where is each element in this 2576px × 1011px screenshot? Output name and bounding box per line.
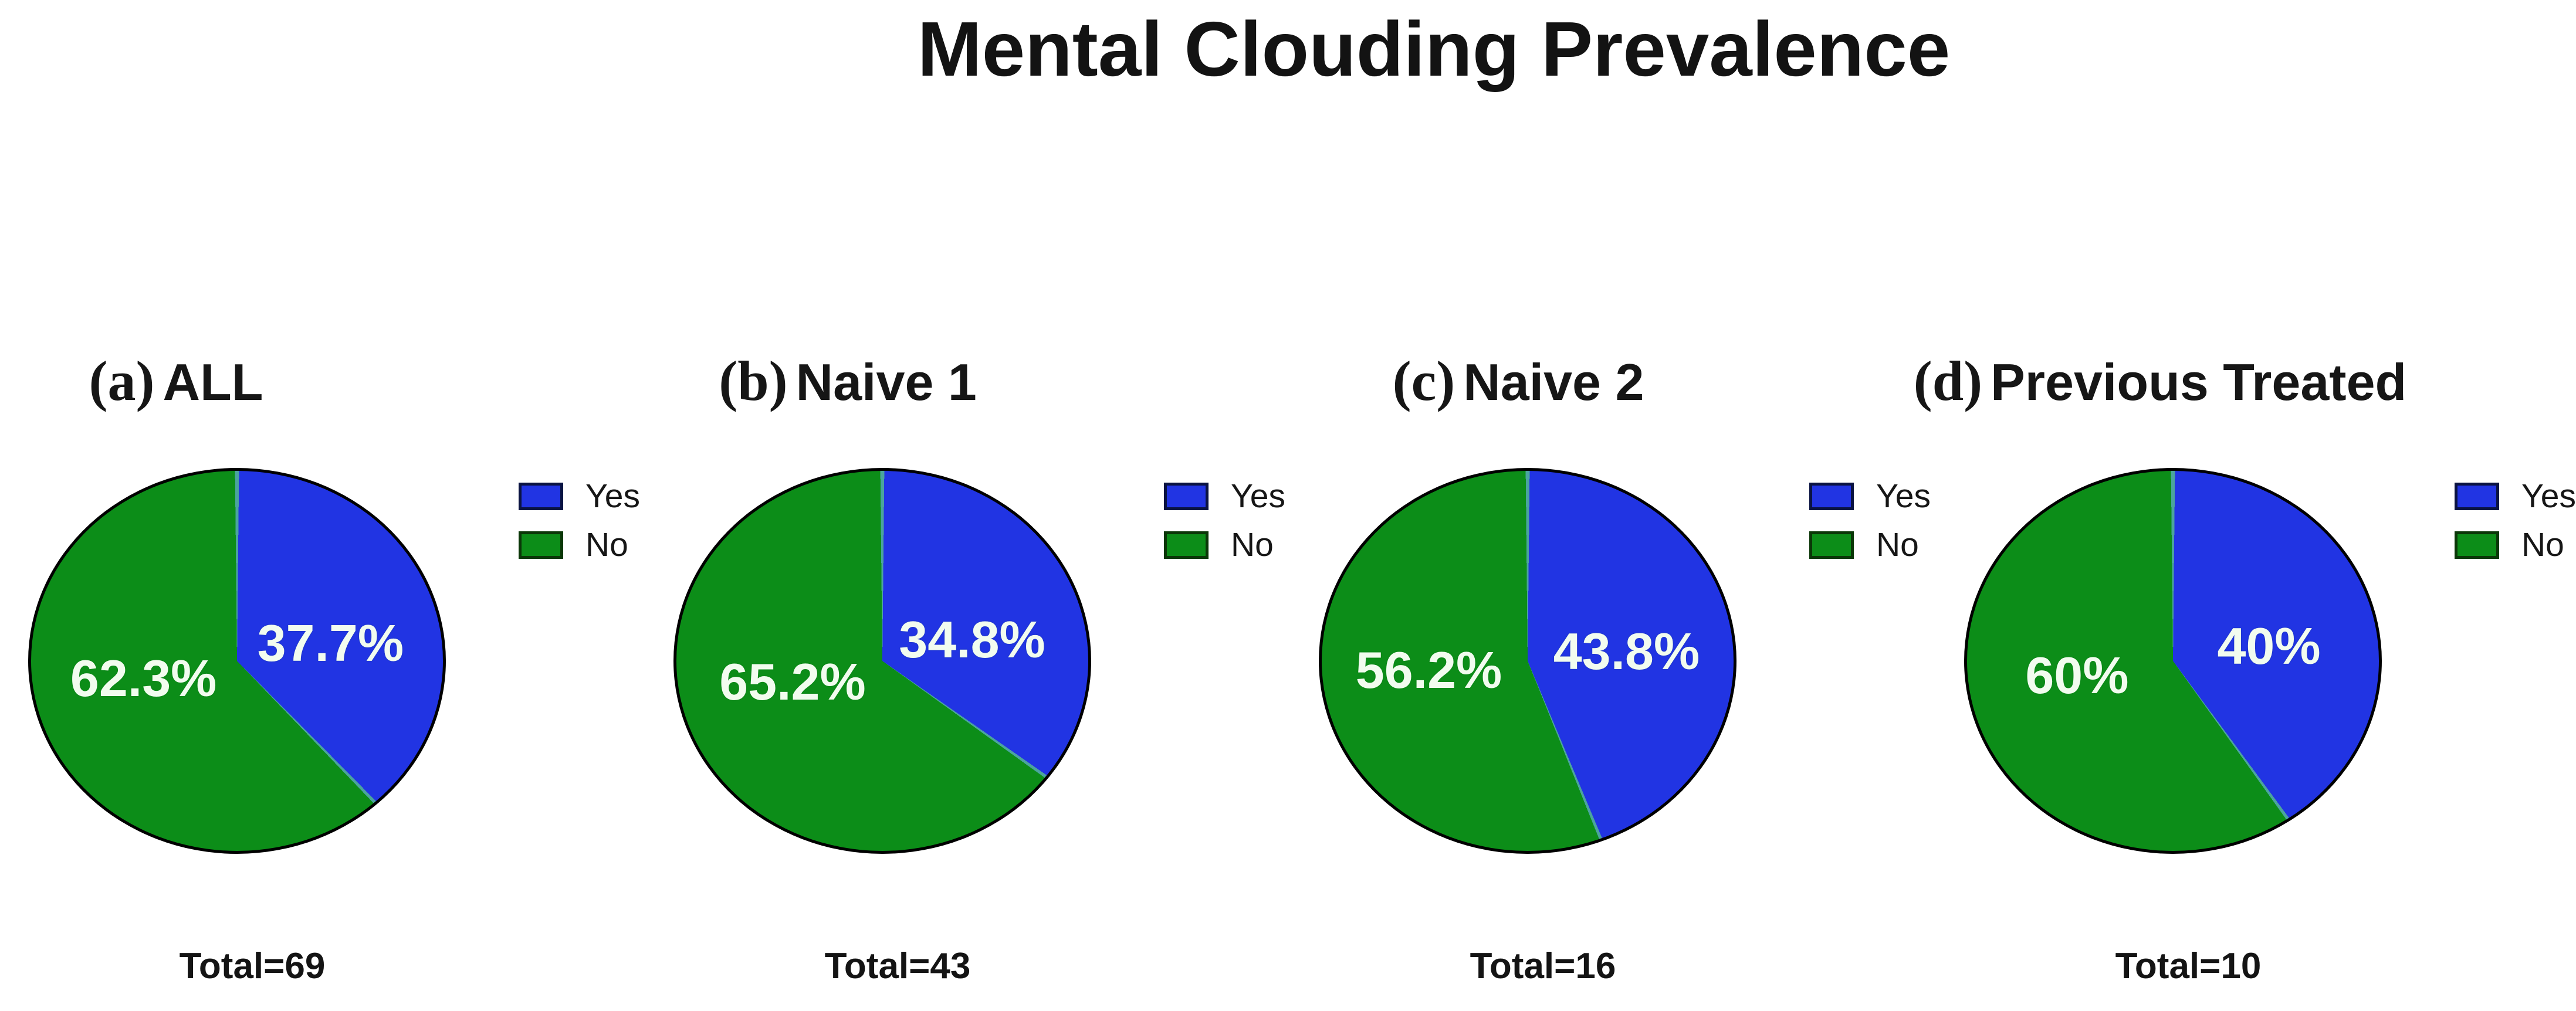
panel-title: (a) ALL	[89, 347, 263, 415]
legend-item-no: No	[1809, 528, 1931, 562]
legend: Yes No	[2455, 480, 2576, 562]
legend-item-no: No	[2455, 528, 2576, 562]
slice-label-yes: 37.7%	[257, 614, 404, 673]
legend: Yes No	[519, 480, 640, 562]
legend-item-no: No	[1164, 528, 1285, 562]
panel-naive-2: (c) Naive 2 43.8% 56.2% Yes No Total=16	[1291, 0, 1936, 1011]
panel-name: ALL	[163, 353, 263, 411]
legend-swatch-no-icon	[519, 531, 563, 559]
panel-letter: (d)	[1913, 350, 1983, 412]
legend-swatch-yes-icon	[2455, 483, 2499, 510]
legend-item-yes: Yes	[1809, 480, 1931, 513]
slice-label-no: 60%	[2025, 646, 2129, 704]
legend-swatch-no-icon	[1164, 531, 1209, 559]
legend-swatch-yes-icon	[519, 483, 563, 510]
slice-label-no: 56.2%	[1355, 640, 1502, 699]
legend-label-yes: Yes	[1876, 477, 1931, 515]
legend-item-no: No	[519, 528, 640, 562]
legend-item-yes: Yes	[519, 480, 640, 513]
legend-label-yes: Yes	[1231, 477, 1285, 515]
legend-swatch-no-icon	[2455, 531, 2499, 559]
pie-chart: 43.8% 56.2%	[1319, 468, 1736, 854]
legend-label-no: No	[1876, 526, 1919, 564]
slice-label-yes: 43.8%	[1553, 622, 1700, 681]
total-label: Total=16	[1470, 946, 1616, 986]
legend-label-no: No	[585, 526, 628, 564]
slice-label-no: 65.2%	[719, 653, 866, 711]
panel-name: Naive 2	[1463, 353, 1644, 411]
panel-naive-1: (b) Naive 1 34.8% 65.2% Yes No Total=43	[645, 0, 1291, 1011]
legend-label-yes: Yes	[2521, 477, 2576, 515]
total-label: Total=10	[2115, 946, 2262, 986]
legend: Yes No	[1809, 480, 1931, 562]
panel-title: (c) Naive 2	[1393, 347, 1644, 415]
panel-name: Naive 1	[796, 353, 977, 411]
figure-title: Mental Clouding Prevalence	[917, 6, 1951, 92]
total-label: Total=69	[179, 946, 326, 986]
legend: Yes No	[1164, 480, 1285, 562]
pie-chart: 34.8% 65.2%	[673, 468, 1091, 854]
legend-label-yes: Yes	[585, 477, 640, 515]
legend-swatch-no-icon	[1809, 531, 1854, 559]
panel-all: (a) ALL 37.7% 62.3% Yes No Total=69	[0, 0, 645, 1011]
panel-title: (d) Previous Treated	[1914, 347, 2407, 415]
panel-letter: (a)	[89, 350, 155, 412]
legend-label-no: No	[2521, 526, 2564, 564]
panel-previous-treated: (d) Previous Treated 40% 60% Yes No Total…	[1914, 0, 2576, 1011]
legend-swatch-yes-icon	[1164, 483, 1209, 510]
pie-chart: 40% 60%	[1964, 468, 2382, 854]
legend-item-yes: Yes	[1164, 480, 1285, 513]
total-label: Total=43	[824, 946, 971, 986]
slice-label-yes: 34.8%	[899, 610, 1045, 669]
legend-swatch-yes-icon	[1809, 483, 1854, 510]
legend-item-yes: Yes	[2455, 480, 2576, 513]
pie-chart: 37.7% 62.3%	[28, 468, 446, 854]
legend-label-no: No	[1231, 526, 1274, 564]
panel-title: (b) Naive 1	[719, 347, 977, 415]
panel-letter: (c)	[1392, 350, 1455, 412]
slice-label-no: 62.3%	[70, 649, 217, 707]
panel-name: Previous Treated	[1991, 353, 2407, 411]
panel-letter: (b)	[719, 350, 788, 412]
slice-label-yes: 40%	[2217, 617, 2321, 676]
